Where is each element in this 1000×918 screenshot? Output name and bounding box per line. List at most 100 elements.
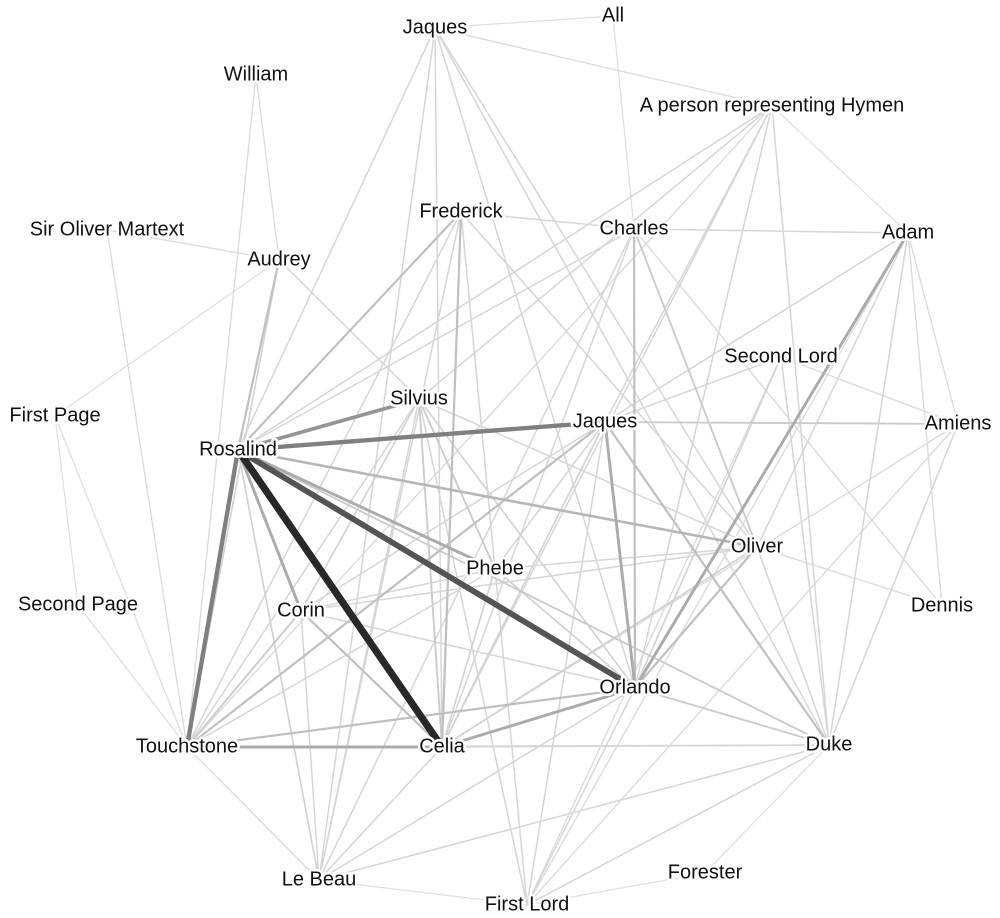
edge-duke-amiens [828,423,959,746]
edge-duke-le_beau [318,744,830,881]
edge-first_lord-second_lord [526,356,782,906]
edge-first_page-second_page [54,415,79,606]
edges-layer [54,15,959,906]
edge-amiens-first_lord [526,423,959,906]
node-corin: Corin [277,599,325,621]
edge-adam-duke [828,232,909,746]
edge-frederick-oliver [460,211,758,548]
edge-frederick-charles [460,211,635,230]
edge-silvius-audrey [278,259,420,400]
edge-audrey-william [255,74,280,261]
edge-orlando-first_lord [526,687,636,906]
edge-touchstone-second_page [77,604,188,748]
node-phebe: Phebe [466,557,524,579]
edge-touchstone-silvius [186,398,420,748]
edge-orlando-silvius [418,398,636,689]
edge-charles-adam [633,228,909,234]
edge-jaques_top-le_beau [318,27,436,881]
edge-duke-second_lord [780,356,830,746]
edge-rosalind-frederick [236,210,463,452]
edge-orlando-le_beau [318,687,636,881]
node-silvius: Silvius [390,387,448,409]
edge-jaques-first_lord [526,421,606,906]
edge-jaques-duke [603,420,831,747]
edge-rosalind-hymen [237,105,773,451]
edge-forester-duke [704,744,830,874]
edge-orlando-adam [633,231,910,690]
edge-rosalind-silvius [236,397,421,452]
node-forester: Forester [668,861,743,883]
node-duke: Duke [806,733,853,755]
edge-jaques_top-celia [434,27,443,748]
edge-touchstone-le_beau [186,746,320,881]
edge-jaques_top-all [434,15,614,29]
edge-duke-oliver [756,546,830,746]
edge-charles-le_beau [318,228,635,881]
edge-charles-all [612,15,635,230]
edge-celia-frederick [440,210,463,749]
edge-amiens-second_lord [780,356,959,425]
node-sir-oliver: Sir Oliver Martext [30,218,185,240]
node-first-lord: First Lord [485,893,569,915]
edge-oliver-phebe [494,546,758,570]
edge-touchstone-sir_oliver [106,229,188,748]
node-charles: Charles [600,217,669,239]
edge-duke-first_lord [526,744,830,906]
edge-rosalind-le_beau [237,449,320,881]
edge-orlando-jaques [603,420,637,690]
node-second-lord: Second Lord [724,345,837,367]
edge-orlando-charles [632,227,637,690]
edge-celia-oliver [441,546,758,748]
edge-first_lord-forester [526,872,706,906]
node-william: William [224,63,288,85]
edge-le_beau-first_lord [318,879,528,906]
edge-audrey-first_page [54,259,280,417]
edge-rosalind-celia [234,446,446,751]
edge-charles-oliver [633,228,758,548]
edge-orlando-oliver [633,545,759,690]
node-adam: Adam [882,221,934,243]
edge-touchstone-hymen [186,105,773,748]
edge-celia-corin [299,609,444,749]
edge-touchstone-phebe [186,568,496,748]
edge-jaques_top-hymen [434,27,773,107]
node-le-beau: Le Beau [282,868,357,890]
edge-silvius-phebe [418,398,496,570]
edge-touchstone-corin [186,610,302,748]
edge-adam-oliver [756,232,909,548]
edge-adam-first_lord [526,232,909,906]
node-orlando: Orlando [599,676,670,698]
edge-hymen-adam [771,105,909,234]
edge-orlando-phebe [494,568,636,689]
edge-oliver-dennis [756,546,943,607]
edge-touchstone-jaques [185,420,607,749]
edge-amiens-adam [907,232,959,425]
edge-rosalind-orlando [235,447,638,691]
edge-rosalind-duke [237,449,830,746]
edge-rosalind-corin [236,448,303,613]
edge-rosalind-audrey [236,258,281,452]
node-all: All [602,4,624,26]
edge-duke-jaques_top [434,27,830,746]
edge-touchstone-william [186,74,257,748]
edge-celia-silvius [418,398,443,748]
edge-phebe-corin [300,568,496,612]
edge-orlando-celia [440,686,637,749]
edge-celia-jaques [441,421,606,748]
edge-adam-dennis [907,232,943,607]
edge-duke-hymen [771,105,830,746]
edge-orlando-hymen [634,105,773,689]
node-hymen: A person representing Hymen [640,94,905,116]
edge-frederick-first_lord [460,211,528,906]
node-amiens: Amiens [925,412,992,434]
edge-celia-le_beau [318,746,443,881]
node-rosalind: Rosalind [199,438,277,460]
edge-orlando-jaques_top [434,27,636,689]
edge-orlando-duke [634,687,830,746]
edge-oliver-silvius [418,398,758,548]
node-second-page: Second Page [18,593,138,615]
edge-rosalind-jaques_top [237,27,436,451]
edge-jaques-amiens [604,421,959,425]
edge-rosalind-charles [237,228,635,451]
